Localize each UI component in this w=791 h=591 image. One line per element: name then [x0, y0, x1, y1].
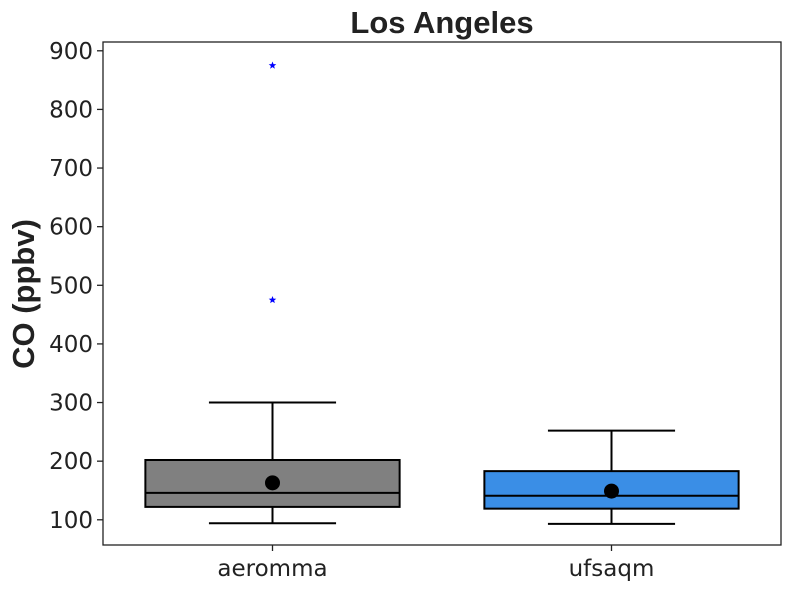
y-tick-label: 100	[49, 508, 93, 534]
mean-marker	[604, 483, 619, 499]
outlier-marker	[268, 61, 277, 69]
y-tick-label: 900	[49, 39, 93, 65]
y-axis-label: CO (ppbv)	[6, 219, 41, 369]
y-axis-ticks: 100 200 300 400 500 600 700 800 900	[49, 39, 103, 534]
y-tick-label: 300	[49, 391, 93, 417]
y-tick-label: 500	[49, 273, 93, 299]
box-aeromma	[144, 61, 401, 525]
box-ufsaqm	[483, 429, 740, 525]
y-tick-label: 600	[49, 215, 93, 241]
y-tick-label: 200	[49, 449, 93, 475]
mean-marker	[265, 475, 280, 491]
chart-title: Los Angeles	[350, 5, 533, 40]
outlier-marker	[268, 295, 277, 304]
y-tick-label: 800	[49, 97, 93, 123]
x-tick-label: ufsaqm	[569, 556, 655, 582]
y-tick-label: 400	[49, 332, 93, 358]
plot-area-frame	[102, 41, 782, 546]
box-series	[144, 61, 740, 525]
y-tick-label: 700	[49, 156, 93, 182]
x-axis-ticks: aeromma ufsaqm	[217, 545, 654, 582]
x-tick-label: aeromma	[217, 556, 327, 582]
